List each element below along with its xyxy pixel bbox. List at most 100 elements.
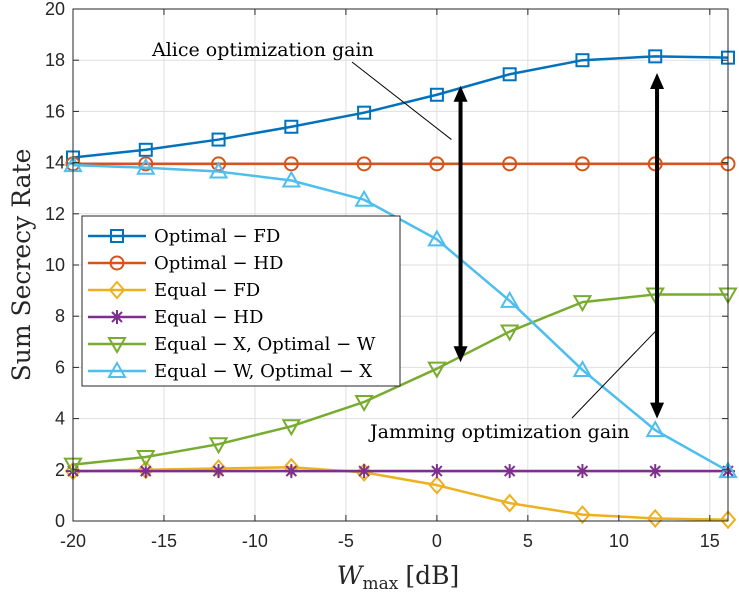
legend-entry-4: Equal − HD (88, 307, 263, 328)
series-6-point (208, 161, 229, 179)
series-4-point (502, 464, 517, 479)
series-6-point (354, 189, 374, 207)
legend-marker (110, 310, 124, 324)
series-5-point (281, 419, 302, 437)
series-4-point-stroke (358, 465, 370, 477)
series-6-point (427, 229, 447, 247)
series-6-point (136, 157, 156, 175)
series-1-point (429, 87, 444, 102)
legend-label: Equal − W, Optimal − X (154, 361, 372, 382)
series-1 (66, 49, 735, 165)
series-3-line (72, 465, 729, 521)
x-tick-label: -10 (242, 531, 268, 551)
x-tick-label: -5 (338, 531, 354, 551)
legend-entry-2: Optimal − HD (88, 253, 283, 274)
series-5-point (572, 295, 593, 313)
legend-box (81, 215, 401, 387)
series-1-point (502, 67, 517, 82)
legend-entry-3: Equal − FD (88, 280, 260, 301)
arrow-layer (453, 73, 665, 419)
series-5-point (499, 324, 520, 342)
legend-entry-6: Equal − W, Optimal − X (88, 360, 372, 382)
legend-entry-5: Equal − X, Optimal − W (88, 334, 376, 355)
y-tick-label: 6 (55, 357, 65, 377)
series-1-point (138, 142, 153, 157)
gain-arrow-head-up (650, 73, 665, 89)
x-axis-label-unit: [dB] (405, 561, 459, 590)
y-tick-label: 0 (55, 511, 65, 531)
series-2-point (356, 156, 372, 172)
legend-entries: Optimal − FD Optimal − HD Equal − FD Equal … (88, 226, 376, 382)
legend-marker (110, 229, 124, 243)
series-4 (66, 464, 735, 479)
y-tick-label: 4 (55, 409, 65, 429)
y-tick-label: 8 (55, 306, 65, 326)
x-tick-label: -15 (151, 531, 177, 551)
x-axis-label-main: W (337, 561, 365, 590)
legend-label: Equal − X, Optimal − W (154, 334, 376, 355)
series-3-point (574, 505, 591, 525)
legend-label: Optimal − HD (154, 253, 283, 274)
x-axis-label: Wmax [dB] (337, 561, 459, 593)
series-4-point-stroke (503, 465, 516, 477)
series-2-point (502, 156, 518, 172)
series-4-point (575, 464, 590, 479)
series-1-point (211, 132, 226, 147)
series-4-point-stroke (649, 465, 661, 477)
series-6-point (499, 290, 520, 308)
x-axis-label-sub: max (362, 574, 398, 593)
jamming-gain-annotation: Jamming optimization gain (368, 421, 629, 443)
x-tick-label: 5 (523, 531, 533, 551)
legend-label: Optimal − FD (154, 226, 280, 247)
series-4-point (429, 464, 444, 479)
y-tick-label: 10 (45, 255, 65, 275)
gain-arrow-1 (453, 85, 468, 363)
legend-marker (108, 280, 126, 300)
y-tick-label: 12 (45, 204, 65, 224)
legend-marker (109, 255, 125, 271)
x-tick-label: 15 (700, 531, 720, 551)
series-4-point-stroke (212, 465, 225, 477)
series-1-point (648, 49, 663, 64)
gain-arrow-head-down (453, 346, 468, 363)
legend-marker (107, 337, 127, 355)
gain-arrow-head-up (453, 85, 468, 102)
series-3-point (355, 462, 373, 482)
jamming-gain-leader-line (571, 331, 656, 419)
alice-gain-annotation: Alice optimization gain (151, 39, 374, 61)
legend-entry-1: Optimal − FD (88, 226, 280, 247)
series-4-point (648, 464, 663, 479)
y-tick-label: 20 (45, 0, 65, 19)
series-3-point (646, 508, 664, 528)
series-6-point (645, 420, 665, 438)
legend-label: Equal − HD (154, 307, 263, 328)
y-axis-label: Sum Secrecy Rate (7, 149, 36, 382)
series-4-point (211, 464, 226, 479)
legend-label: Equal − FD (154, 280, 260, 301)
y-tick-label: 2 (55, 460, 65, 480)
series-3-point (719, 510, 737, 530)
series-3-point (501, 493, 518, 513)
y-tick-label: 18 (45, 50, 65, 70)
series-4-point-stroke (140, 465, 152, 477)
series-2-point (283, 156, 299, 172)
gain-arrow-2 (650, 73, 665, 419)
tick-layer: 0 2 4 6 8 10 12 14 16 18 20 -20 -15 -10 -5 0 5 10 15 (45, 0, 728, 551)
series-2-point (574, 156, 590, 172)
series-4-point-stroke (576, 465, 589, 477)
series-1-line (72, 55, 729, 159)
series-5-point (136, 450, 156, 468)
series-5-point (208, 437, 229, 455)
series-2-point (138, 156, 154, 172)
x-tick-label: -20 (60, 531, 86, 551)
legend: Optimal − FD Optimal − HD Equal − FD Equal … (81, 215, 401, 387)
gain-arrow-head-down (650, 402, 665, 419)
series-4-point-stroke (431, 465, 443, 477)
series-1-point (357, 105, 372, 120)
x-tick-label: 10 (609, 531, 629, 551)
series-1-point (284, 119, 299, 134)
series-6-point (572, 359, 593, 377)
series-3-point (428, 475, 446, 495)
